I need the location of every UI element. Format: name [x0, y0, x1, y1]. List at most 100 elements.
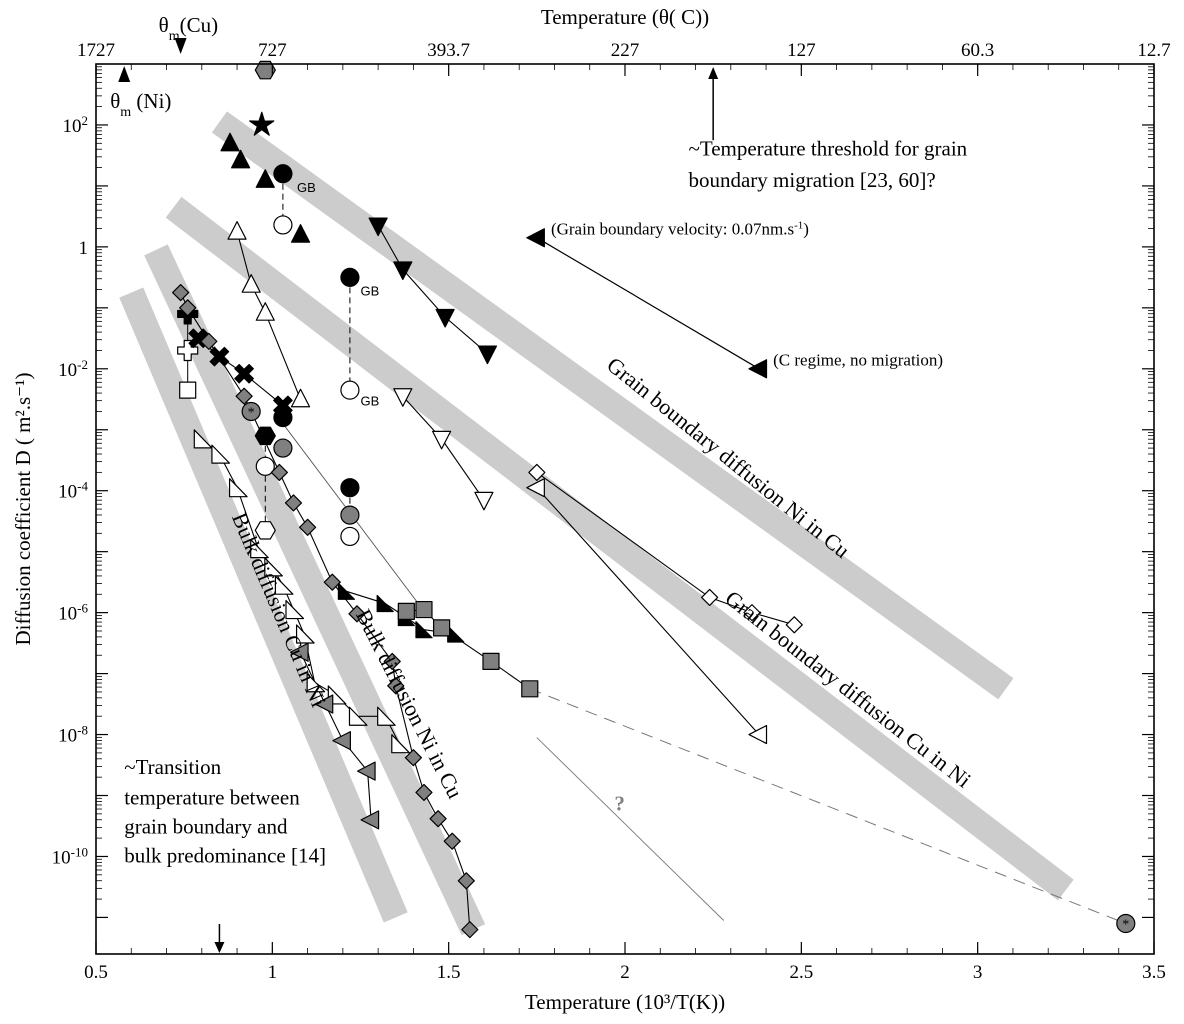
marker-diamond-13-10 — [387, 677, 405, 695]
marker-triangle-right-17-11 — [377, 706, 396, 726]
marker-circle-3-1 — [340, 267, 360, 287]
marker-triangle-down-6-0 — [368, 217, 388, 237]
marker-diamond-21-1 — [701, 588, 719, 606]
marker-square-20-0 — [397, 602, 415, 621]
marker-triangle-right-17-1 — [211, 444, 231, 464]
transition-arrow-head — [214, 942, 225, 953]
marker-hexagon-15-0 — [254, 521, 276, 540]
marker-diamond-13-3 — [235, 387, 253, 405]
top-tick-label-3: 227 — [611, 40, 640, 61]
band-layer — [119, 111, 1074, 936]
marker-triangle-right-17-2 — [228, 478, 248, 498]
threshold-arrow-head — [708, 67, 719, 80]
melting-label-ni-rest: (Ni) — [131, 89, 171, 113]
marker-hexagon-14-0 — [254, 426, 276, 446]
y-tick-exp-6: -10 — [71, 844, 88, 859]
marker-circle-star-16-0-glyph: * — [248, 405, 255, 420]
marker-triangle-right-17-5 — [274, 575, 294, 595]
top-tick-label-2: 393.7 — [427, 40, 470, 61]
marker-triangle-down-8-0 — [393, 388, 413, 407]
marker-triangle-right-17-4 — [264, 557, 283, 577]
x-tick-label-4: 2.5 — [789, 962, 813, 983]
marker-triangle-right-17-7 — [295, 624, 315, 644]
marker-triangle-up-7-1 — [241, 274, 261, 293]
marker-triangle-down-6-1 — [393, 261, 413, 281]
marker-diamond-13-8 — [348, 605, 366, 623]
marker-triangle-down-8-1 — [432, 430, 452, 450]
x-tick-label-3: 2 — [620, 962, 630, 983]
marker-diamond-21-0 — [528, 463, 546, 482]
marker-circle-star-16-1-glyph: * — [1122, 918, 1129, 933]
marker-triangle-left-18-4 — [360, 810, 380, 830]
marker-triangle-right-17-3 — [250, 539, 269, 559]
series-line-22 — [536, 487, 760, 735]
marker-triangle-half-19-1 — [376, 594, 394, 613]
marker-circle-4-3 — [340, 526, 360, 547]
marker-triangle-half-19-3 — [415, 621, 433, 639]
marker-triangle-right-17-10 — [348, 706, 368, 726]
gb-label-1: GB — [361, 284, 380, 299]
melting-marker-ni — [118, 66, 131, 82]
axis-layer: 0.5 1 1.5 2 2.5 3 3.5 1727 727 393.7 227 127 60.3 12.… — [52, 40, 1171, 983]
y-tick-exp-5: -8 — [77, 722, 88, 737]
marker-square-20-4 — [521, 680, 539, 698]
marker-triangle-left-23-1 — [748, 359, 768, 379]
marker-triangle-half-19-0 — [337, 582, 355, 600]
marker-diamond-13-2 — [200, 332, 218, 350]
guide-line-5 — [536, 237, 760, 370]
band-0 — [211, 111, 1014, 700]
marker-triangle-down-8-2 — [474, 491, 494, 511]
marker-diamond-13-7 — [323, 573, 341, 591]
series-line-7 — [236, 231, 302, 400]
marker-triangle-up-7-0 — [227, 221, 247, 240]
x-tick-label-6: 3.5 — [1142, 962, 1166, 983]
marker-x-12-3 — [273, 395, 293, 416]
marker-circle-5-0 — [273, 438, 293, 458]
marker-diamond-13-0 — [172, 283, 190, 302]
marker-diamond-13-12 — [415, 783, 433, 802]
marker-diamond-13-13 — [429, 810, 447, 828]
top-tick-label-6: 12.7 — [1137, 40, 1170, 61]
top-tick-label-5: 60.3 — [961, 40, 994, 61]
marker-circle-3-3 — [340, 478, 360, 498]
marker-triangle-right-17-6 — [285, 599, 305, 620]
marker-square-11-0 — [179, 381, 197, 399]
marker-layer: ** — [172, 60, 1136, 939]
annotation-7: bulk predominance [14] — [124, 844, 326, 868]
marker-circle-star-16-0 — [241, 401, 261, 422]
series-line-21 — [536, 471, 795, 626]
melting-marker-cu — [174, 38, 187, 54]
guide-line-8 — [529, 688, 1126, 924]
marker-circle-4-0 — [273, 215, 293, 235]
marker-triangle-left-23-0 — [526, 228, 545, 248]
marker-diamond-21-3 — [785, 616, 803, 634]
marker-diamond-13-1 — [179, 299, 197, 317]
marker-triangle-up-2-1 — [230, 149, 251, 169]
top-axis-title: Temperature (θ( C)) — [541, 5, 709, 29]
y-tick-label-1: 1 — [79, 238, 89, 259]
marker-square-20-3 — [482, 652, 500, 670]
band-2 — [144, 244, 486, 936]
marker-triangle-right-17-12 — [391, 734, 410, 754]
guide-line-7 — [536, 737, 725, 921]
x-tick-label-2: 1.5 — [437, 962, 461, 983]
marker-triangle-left-22-0 — [526, 478, 545, 498]
marker-diamond-21-2 — [743, 604, 761, 622]
marker-diamond-13-6 — [299, 518, 317, 536]
marker-circle-3-0 — [273, 164, 293, 184]
marker-circle-4-2 — [255, 456, 275, 476]
top-tick-label-0: 1727 — [77, 40, 115, 61]
marker-circle-4-1 — [340, 380, 360, 400]
annotation-6: grain boundary and — [124, 814, 288, 838]
gb-label-0: GB — [297, 180, 316, 195]
x-tick-label-0: 0.5 — [84, 962, 108, 983]
marker-triangle-up-7-3 — [290, 388, 311, 408]
marker-star-1-0 — [249, 111, 275, 136]
marker-triangle-up-2-0 — [220, 132, 240, 152]
band-3 — [119, 287, 408, 923]
annotation-2: (Grain boundary velocity: 0.07nm.s-1) — [551, 220, 809, 239]
melting-label-cu-sub: m — [169, 29, 180, 44]
y-tick-exp-2: -2 — [77, 356, 88, 371]
